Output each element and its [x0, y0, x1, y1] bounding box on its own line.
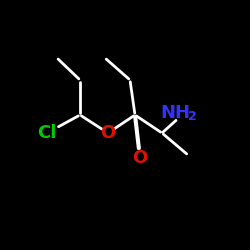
Text: O: O	[100, 124, 116, 142]
Text: NH: NH	[161, 104, 191, 122]
Text: O: O	[132, 149, 148, 167]
Text: 2: 2	[188, 110, 196, 123]
Text: Cl: Cl	[37, 124, 57, 142]
